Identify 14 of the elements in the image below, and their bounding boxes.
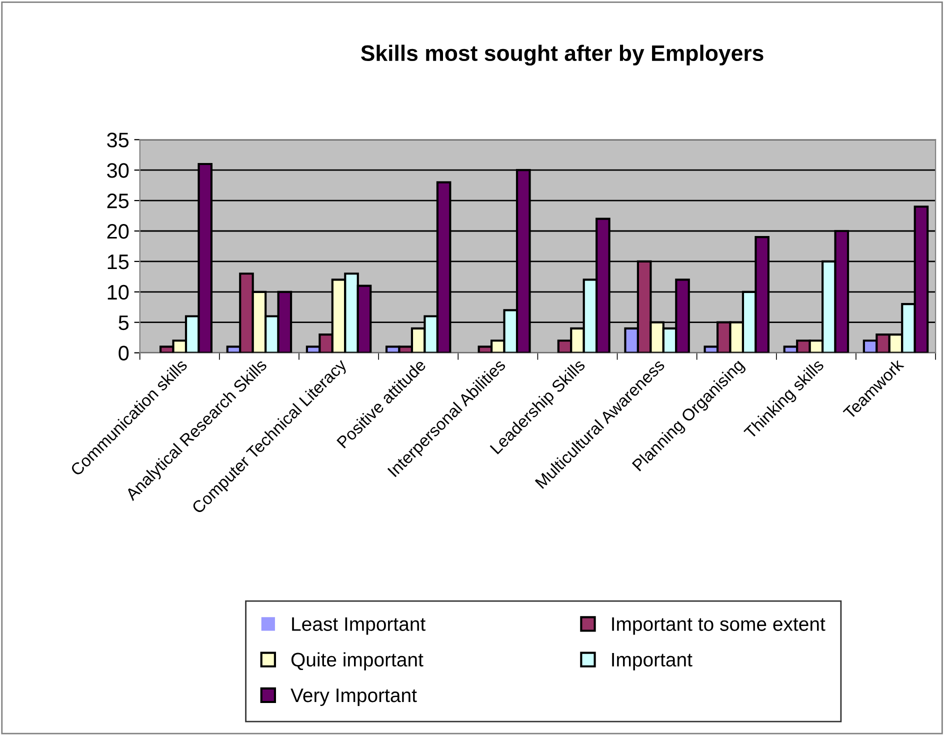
legend-label: Least Important bbox=[292, 617, 426, 635]
legend-label: Very Important bbox=[290, 688, 417, 706]
legend-label: Important bbox=[612, 653, 692, 670]
y-tick-label: 35 bbox=[107, 132, 129, 148]
legend-label: Important to some extent bbox=[612, 617, 826, 635]
y-tick-label: 20 bbox=[107, 224, 129, 239]
chart-title: Skills most sought after by Employers bbox=[361, 44, 764, 66]
y-tick-label: 15 bbox=[108, 254, 129, 270]
y-tick-label: 0 bbox=[118, 346, 129, 361]
y-tick-label: 10 bbox=[108, 284, 129, 300]
legend-label: Quite important bbox=[291, 652, 424, 670]
y-tick-label: 25 bbox=[107, 194, 129, 208]
y-tick-label: 30 bbox=[107, 163, 129, 178]
y-tick-label: 5 bbox=[118, 316, 129, 330]
